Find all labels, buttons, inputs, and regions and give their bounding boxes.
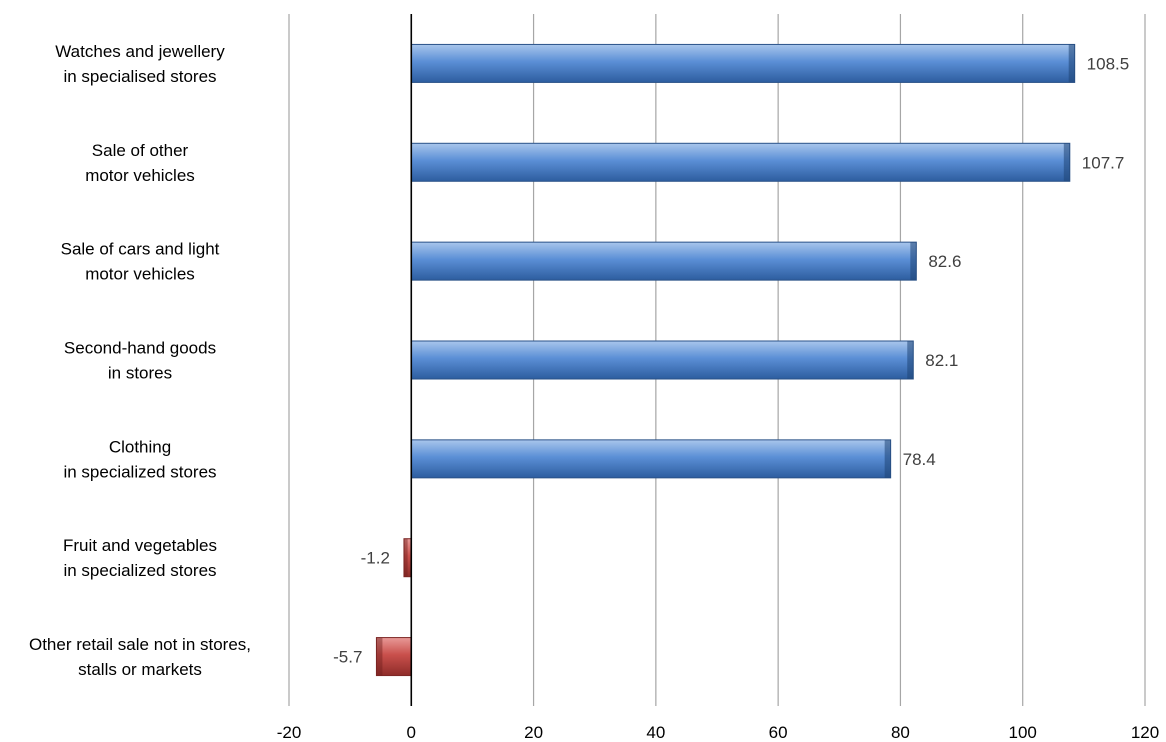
x-tick-label: 80 — [891, 723, 910, 742]
data-label: 82.6 — [928, 252, 961, 271]
bars — [375, 43, 1076, 677]
bar-bevel — [376, 637, 383, 676]
x-tick-label: -20 — [277, 723, 302, 742]
data-label: -5.7 — [333, 648, 362, 667]
data-label: 82.1 — [925, 351, 958, 370]
x-tick-label: 100 — [1009, 723, 1037, 742]
category-label: Fruit and vegetables in specialized store… — [63, 536, 217, 580]
bar-bevel — [884, 439, 891, 478]
bar — [410, 439, 892, 479]
bar-bevel — [910, 242, 917, 281]
category-label: Sale of cars and light motor vehicles — [61, 240, 220, 284]
bar — [410, 142, 1071, 182]
category-label: Clothing in specialized stores — [63, 437, 216, 481]
data-label: -1.2 — [361, 549, 390, 568]
data-label: 107.7 — [1082, 153, 1125, 172]
x-tick-label: 60 — [769, 723, 788, 742]
bar — [410, 241, 917, 281]
bar-bevel — [907, 341, 914, 379]
category-label: Other retail sale not in stores, stalls o… — [29, 635, 251, 679]
x-tick-label: 0 — [407, 723, 416, 742]
x-tick-label: 40 — [646, 723, 665, 742]
bar-bevel — [1063, 143, 1070, 182]
data-label: 108.5 — [1087, 54, 1130, 73]
category-label: Second-hand goods in stores — [64, 339, 216, 383]
category-label: Sale of other motor vehicles — [85, 141, 195, 185]
bar — [410, 340, 914, 380]
category-label: Watches and jewellery in specialised stor… — [55, 42, 225, 86]
bar-bevel — [1068, 44, 1075, 83]
bar-bevel — [403, 538, 408, 577]
labels: -20 0 20 40 60 80 100 120 108.5 Watches and jewel… — [29, 42, 1159, 742]
data-label: 78.4 — [903, 450, 936, 469]
bar — [375, 637, 412, 677]
x-tick-label: 20 — [524, 723, 543, 742]
x-tick-label: 120 — [1131, 723, 1159, 742]
bar — [410, 43, 1076, 83]
